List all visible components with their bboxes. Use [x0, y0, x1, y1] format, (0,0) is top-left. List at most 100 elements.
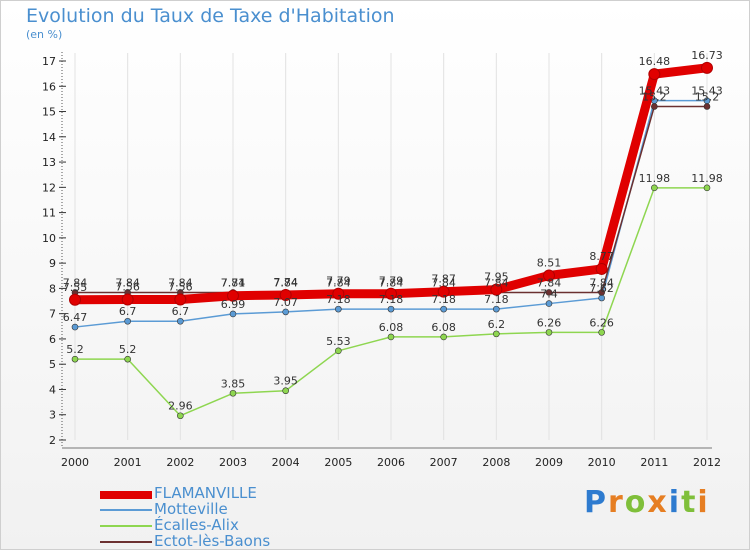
data-point: [387, 305, 395, 313]
data-point: [229, 389, 237, 397]
data-label: 15.43: [639, 85, 671, 98]
data-label: 7.84: [484, 276, 509, 289]
data-point: [437, 285, 450, 298]
x-tick-label: 2003: [219, 456, 247, 469]
y-tick-label: 15: [42, 106, 56, 119]
y-tick-label: 16: [42, 80, 56, 93]
data-label: 7.18: [379, 293, 404, 306]
data-point: [332, 287, 345, 300]
y-axis-unit-label: (en %): [26, 28, 63, 41]
x-tick-label: 2010: [588, 456, 616, 469]
data-label: 2.96: [168, 400, 193, 413]
data-label: 16.48: [639, 55, 671, 68]
data-point: [387, 333, 395, 341]
data-point: [71, 323, 79, 331]
data-label: 7.71: [221, 277, 246, 290]
series--calles-alix: [71, 184, 711, 420]
data-label: 6.7: [119, 305, 137, 318]
legend-label: Écalles-Alix: [154, 516, 239, 534]
data-label: 6.2: [488, 318, 506, 331]
data-label: 7.84: [115, 276, 140, 289]
data-label: 6.08: [431, 321, 456, 334]
data-point: [385, 287, 397, 300]
y-tick-label: 13: [42, 156, 56, 169]
data-label: 7.56: [168, 281, 193, 294]
x-tick-label: 2001: [114, 456, 142, 469]
data-point: [335, 347, 342, 355]
y-tick-label: 7: [49, 308, 56, 321]
data-label: 6.08: [379, 321, 404, 334]
data-label: 7.84: [379, 276, 404, 289]
data-point: [71, 355, 79, 363]
data-point: [279, 288, 292, 301]
data-point: [174, 293, 187, 306]
data-label: 7.84: [589, 276, 614, 289]
data-label: 6.99: [221, 298, 246, 311]
x-tick-label: 2007: [430, 456, 458, 469]
legend-swatch: [100, 541, 152, 543]
logo-letter: r: [608, 485, 625, 520]
proxiti-logo: Proxiti: [584, 485, 710, 520]
data-point: [595, 262, 608, 275]
data-point: [598, 294, 605, 302]
data-label: 7.56: [115, 281, 140, 294]
logo-letter: i: [697, 485, 710, 520]
y-tick-label: 6: [49, 333, 56, 346]
data-label: 7.84: [63, 276, 88, 289]
data-point: [121, 293, 134, 306]
y-tick-label: 3: [49, 409, 56, 422]
data-label: 7.87: [431, 273, 456, 286]
legend-label: Ectot-lès-Baons: [154, 532, 271, 550]
data-point: [703, 103, 711, 110]
data-label: 7.84: [168, 276, 193, 289]
series-flamanville: [69, 61, 713, 306]
x-tick-label: 2009: [535, 456, 563, 469]
data-label: 8.51: [537, 257, 562, 270]
y-tick-label: 4: [49, 383, 56, 396]
data-point: [490, 283, 503, 296]
data-label: 7.07: [273, 296, 298, 309]
data-point: [282, 387, 289, 395]
data-label: 5.2: [66, 343, 84, 356]
data-label: 6.26: [537, 316, 562, 329]
logo-letter: x: [647, 485, 669, 520]
data-point: [282, 308, 289, 316]
data-label: 5.2: [119, 343, 137, 356]
y-tick-label: 12: [42, 181, 56, 194]
data-point: [651, 184, 658, 192]
data-label: 7.74: [273, 276, 298, 289]
legend-swatch: [100, 509, 152, 511]
data-label: 7.4: [540, 288, 558, 301]
legend-label: Motteville: [154, 500, 228, 518]
y-tick-label: 5: [49, 358, 56, 371]
data-label: 11.98: [639, 172, 671, 185]
y-tick-label: 8: [49, 282, 56, 295]
data-label: 7.18: [431, 293, 456, 306]
data-label: 7.18: [326, 293, 351, 306]
data-label: 7.79: [379, 275, 404, 288]
data-point: [440, 333, 447, 341]
data-point: [124, 317, 131, 325]
data-label: 7.84: [537, 276, 562, 289]
data-point: [177, 412, 184, 420]
data-point: [177, 317, 184, 325]
data-label: 15.43: [691, 85, 723, 98]
logo-letter: i: [668, 485, 682, 520]
data-point: [229, 310, 237, 318]
data-label: 5.53: [326, 335, 351, 348]
data-label: 7.84: [221, 276, 246, 289]
data-point: [545, 289, 553, 296]
legend-swatch: [100, 491, 152, 499]
data-point: [598, 329, 605, 336]
x-tick-label: 2006: [377, 456, 405, 469]
data-label: 7.84: [431, 276, 456, 289]
data-label: 16.73: [691, 49, 723, 62]
data-label: 3.85: [221, 377, 246, 390]
legend-swatch: [100, 525, 152, 527]
y-tick-label: 10: [42, 232, 56, 245]
logo-letter: P: [584, 485, 608, 520]
data-point: [493, 305, 500, 313]
data-point: [648, 68, 661, 81]
